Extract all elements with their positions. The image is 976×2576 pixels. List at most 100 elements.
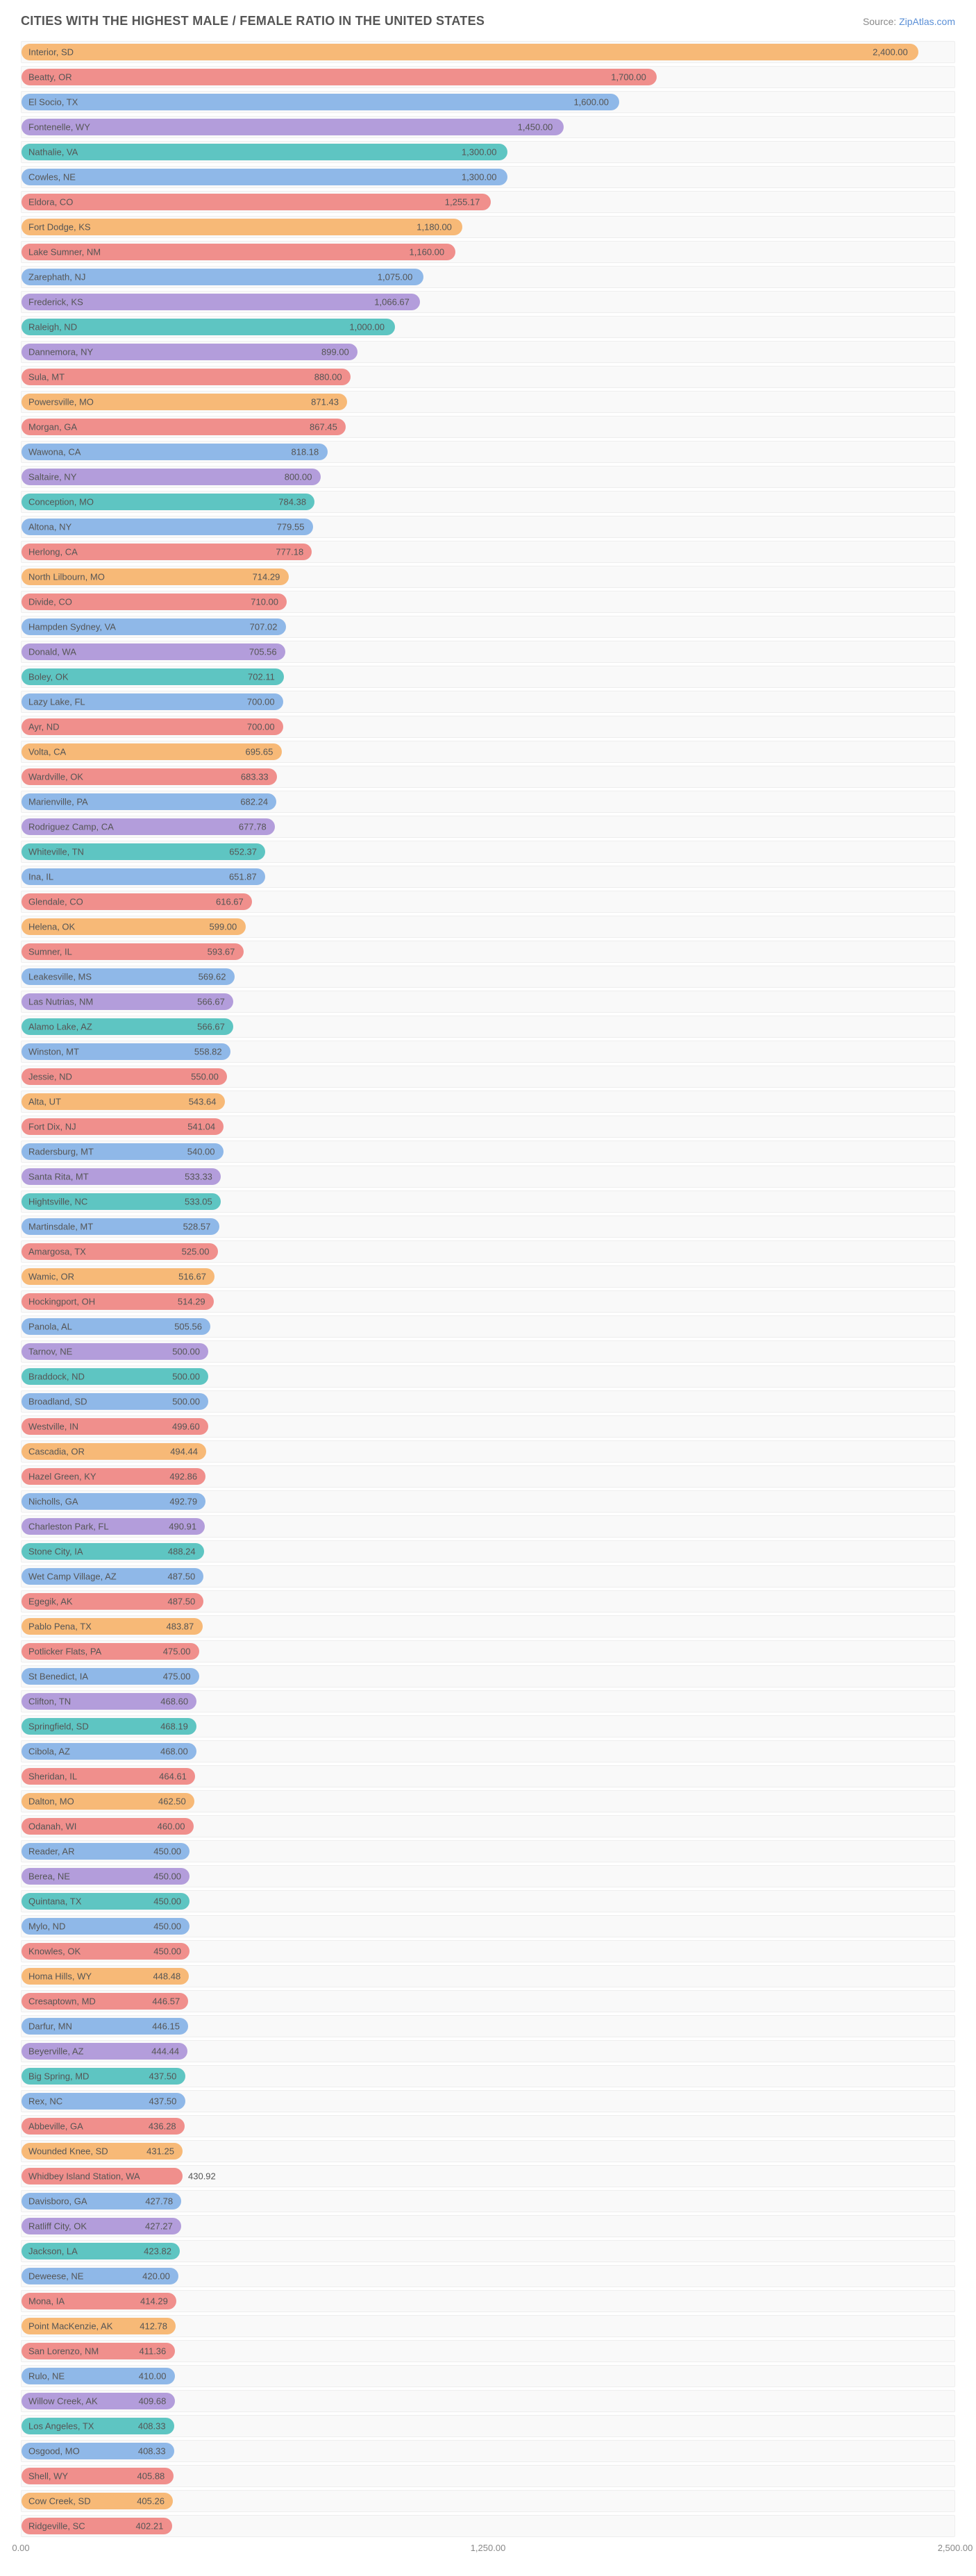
bar-label: El Socio, TX xyxy=(28,97,78,108)
bar-value: 616.67 xyxy=(216,897,244,907)
bar-row: Wamic, OR516.67 xyxy=(21,1265,955,1288)
bar-row: Hightsville, NC533.05 xyxy=(21,1190,955,1213)
bar-label: Springfield, SD xyxy=(28,1721,89,1732)
bar-row: Springfield, SD468.19 xyxy=(21,1715,955,1737)
bar-value: 683.33 xyxy=(241,772,269,782)
bar-label: Winston, MT xyxy=(28,1047,79,1057)
bar-label: Cascadia, OR xyxy=(28,1447,85,1457)
bar-value: 566.67 xyxy=(197,1022,225,1032)
bar-row: Jessie, ND550.00 xyxy=(21,1066,955,1088)
bar-label: North Lilbourn, MO xyxy=(28,572,105,582)
bar-row: Winston, MT558.82 xyxy=(21,1041,955,1063)
bar-value: 414.29 xyxy=(140,2296,168,2307)
bar-label: Lake Sumner, NM xyxy=(28,247,101,258)
bar-row: Fontenelle, WY1,450.00 xyxy=(21,116,955,138)
bar-row: Willow Creek, AK409.68 xyxy=(21,2390,955,2412)
bar xyxy=(22,69,657,85)
bar-value: 487.50 xyxy=(167,1597,195,1607)
bar-value: 490.91 xyxy=(169,1522,196,1532)
bar-label: Whiteville, TN xyxy=(28,847,84,857)
bar-value: 500.00 xyxy=(172,1347,200,1357)
bar-row: Hockingport, OH514.29 xyxy=(21,1290,955,1313)
bar-label: Marienville, PA xyxy=(28,797,88,807)
bar-value: 867.45 xyxy=(310,422,337,432)
bar-row: St Benedict, IA475.00 xyxy=(21,1665,955,1687)
bar-row: Cow Creek, SD405.26 xyxy=(21,2490,955,2512)
bar-row: Pablo Pena, TX483.87 xyxy=(21,1615,955,1638)
chart-title: CITIES WITH THE HIGHEST MALE / FEMALE RA… xyxy=(21,14,485,28)
bar-label: Wet Camp Village, AZ xyxy=(28,1572,117,1582)
bar-value: 448.48 xyxy=(153,1971,180,1982)
bar-value: 569.62 xyxy=(199,972,226,982)
bar-value: 779.55 xyxy=(277,522,305,532)
bar-label: Shell, WY xyxy=(28,2471,68,2482)
bar-row: Dannemora, NY899.00 xyxy=(21,341,955,363)
bar-value: 427.78 xyxy=(145,2196,173,2207)
bar-row: Darfur, MN446.15 xyxy=(21,2015,955,2037)
bar-value: 818.18 xyxy=(292,447,319,457)
bar-row: Wardville, OK683.33 xyxy=(21,766,955,788)
bar-row: San Lorenzo, NM411.36 xyxy=(21,2340,955,2362)
bar-row: Sumner, IL593.67 xyxy=(21,941,955,963)
bar-row: Las Nutrias, NM 566.67 xyxy=(21,991,955,1013)
bar-value: 427.27 xyxy=(145,2221,173,2232)
bar-label: Ratliff City, OK xyxy=(28,2221,87,2232)
bar-value: 437.50 xyxy=(149,2096,177,2107)
bar-label: Cowles, NE xyxy=(28,172,76,183)
bar-label: Panola, AL xyxy=(28,1322,72,1332)
bar-value: 492.79 xyxy=(169,1497,197,1507)
bar-row: Abbeville, GA436.28 xyxy=(21,2115,955,2137)
bar-value: 423.82 xyxy=(144,2246,171,2257)
bar xyxy=(22,94,619,110)
bar-row: Ina, IL651.87 xyxy=(21,866,955,888)
bar-row: Sula, MT880.00 xyxy=(21,366,955,388)
bar-value: 784.38 xyxy=(278,497,306,507)
bar-row: Whiteville, TN652.37 xyxy=(21,841,955,863)
bar-value: 405.26 xyxy=(137,2496,165,2507)
bar-value: 714.29 xyxy=(253,572,280,582)
bar xyxy=(22,44,918,60)
bar-row: Glendale, CO616.67 xyxy=(21,891,955,913)
bar-label: Quintana, TX xyxy=(28,1896,81,1907)
bar-label: Las Nutrias, NM xyxy=(28,997,93,1007)
bar-row: Lake Sumner, NM1,160.00 xyxy=(21,241,955,263)
bar-value: 450.00 xyxy=(153,1921,181,1932)
bar-label: Willow Creek, AK xyxy=(28,2396,98,2407)
axis-tick: 1,250.00 xyxy=(471,2543,506,2553)
bar-row: Potlicker Flats, PA475.00 xyxy=(21,1640,955,1662)
bar-value: 543.64 xyxy=(189,1097,217,1107)
bar-value: 408.33 xyxy=(138,2446,166,2457)
bar-row: Marienville, PA682.24 xyxy=(21,791,955,813)
bar-value: 707.02 xyxy=(250,622,278,632)
bar-value: 475.00 xyxy=(163,1672,191,1682)
source-link[interactable]: ZipAtlas.com xyxy=(899,16,955,27)
bar-value: 533.33 xyxy=(185,1172,212,1182)
bar-label: Sumner, IL xyxy=(28,947,72,957)
bar-row: Braddock, ND500.00 xyxy=(21,1365,955,1388)
bar-value: 500.00 xyxy=(172,1397,200,1407)
bar-value: 651.87 xyxy=(229,872,257,882)
bar-label: Berea, NE xyxy=(28,1871,70,1882)
bar-label: Beyerville, AZ xyxy=(28,2046,83,2057)
bar-value: 566.67 xyxy=(197,997,225,1007)
bar-label: Powersville, MO xyxy=(28,397,94,407)
bar-value: 494.44 xyxy=(170,1447,198,1457)
bar-label: Raleigh, ND xyxy=(28,322,77,332)
bar-label: Leakesville, MS xyxy=(28,972,92,982)
bar-value: 499.60 xyxy=(172,1422,200,1432)
bar-label: Knowles, OK xyxy=(28,1946,81,1957)
bar-label: Saltaire, NY xyxy=(28,472,76,482)
bar-row: Helena, OK599.00 xyxy=(21,916,955,938)
bar-row: Saltaire, NY800.00 xyxy=(21,466,955,488)
bar-row: Broadland, SD500.00 xyxy=(21,1390,955,1413)
bar-row: Ayr, ND700.00 xyxy=(21,716,955,738)
bar-row: Point MacKenzie, AK412.78 xyxy=(21,2315,955,2337)
bar-row: Cresaptown, MD446.57 xyxy=(21,1990,955,2012)
bar-label: Clifton, TN xyxy=(28,1697,71,1707)
bar-value: 2,400.00 xyxy=(873,47,908,58)
bar-value: 599.00 xyxy=(210,922,237,932)
bar-row: Charleston Park, FL490.91 xyxy=(21,1515,955,1538)
bar-row: Rodriguez Camp, CA677.78 xyxy=(21,816,955,838)
bar-chart: Interior, SD2,400.00Beatty, OR1,700.00El… xyxy=(21,41,955,2537)
bar-value: 1,066.67 xyxy=(374,297,410,308)
